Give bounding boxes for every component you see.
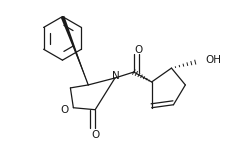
Text: O: O — [134, 45, 142, 55]
Text: O: O — [91, 131, 99, 140]
Text: O: O — [60, 105, 68, 115]
Text: N: N — [112, 71, 119, 81]
Text: OH: OH — [204, 55, 220, 65]
Polygon shape — [60, 16, 88, 85]
